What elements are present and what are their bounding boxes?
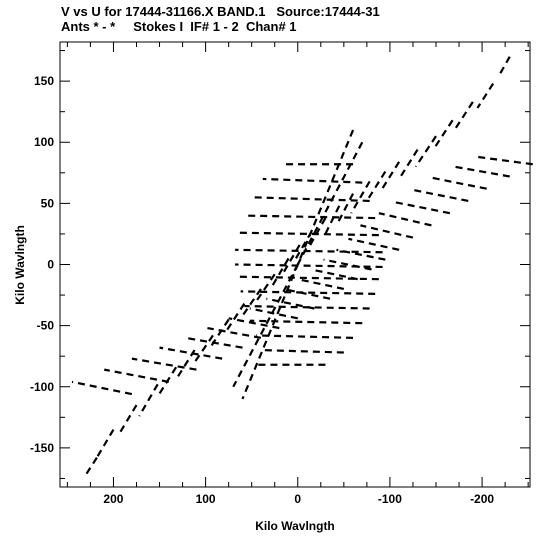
uv-track xyxy=(394,201,451,215)
uv-track xyxy=(476,82,495,109)
uv-track xyxy=(244,304,370,310)
y-axis-title: Kilo Wavlngth xyxy=(13,225,27,305)
y-tick-label: -50 xyxy=(37,319,55,333)
uv-track xyxy=(251,196,370,203)
uv-track xyxy=(235,263,383,269)
uv-track xyxy=(323,258,372,271)
uv-track xyxy=(138,383,159,417)
uv-track xyxy=(249,319,363,325)
x-tick-label: 0 xyxy=(294,492,301,506)
uv-track xyxy=(104,368,169,383)
uv-track xyxy=(271,257,290,288)
uv-track xyxy=(95,428,115,459)
uv-track xyxy=(454,165,510,178)
uv-track xyxy=(238,275,379,281)
chart-title: V vs U for 17444-31166.X BAND.1 Source:1… xyxy=(61,4,380,19)
uv-track xyxy=(348,237,400,251)
uv-track xyxy=(297,278,345,291)
x-tick-label: 200 xyxy=(103,492,123,506)
x-tick-label: -200 xyxy=(470,492,494,506)
uv-track xyxy=(260,348,344,354)
uv-track xyxy=(412,188,469,203)
y-tick-label: 100 xyxy=(34,135,54,149)
uv-track xyxy=(322,205,341,239)
y-tick-label: 150 xyxy=(34,74,54,88)
uv-track xyxy=(378,212,432,227)
uv-track xyxy=(159,346,223,360)
uv-track xyxy=(175,349,196,381)
x-tick-label: -100 xyxy=(378,492,402,506)
axis-ticks: 200 100 0 -100 -200 150 100 50 0 -50 -100 -150 xyxy=(30,42,530,506)
uv-track xyxy=(307,217,327,248)
uv-track xyxy=(71,380,133,396)
uv-track xyxy=(477,155,533,166)
uv-track xyxy=(224,303,246,333)
uv-track xyxy=(228,317,280,330)
uv-track xyxy=(310,268,358,281)
uv-track xyxy=(266,297,315,310)
uv-track xyxy=(256,334,354,339)
chart-subtitle: Ants * - * Stokes I IF# 1 - 2 Chan# 1 xyxy=(61,19,297,34)
uv-track xyxy=(360,224,414,239)
data-marks xyxy=(71,56,533,476)
uv-track xyxy=(235,248,383,254)
uv-track xyxy=(117,404,138,437)
uv-track xyxy=(365,171,387,202)
uv-track xyxy=(431,176,487,190)
uv-track xyxy=(379,161,401,192)
y-tick-label: -100 xyxy=(30,380,54,394)
uv-track xyxy=(193,334,214,363)
uv-track xyxy=(398,148,419,180)
uv-track xyxy=(244,214,376,220)
uv-track xyxy=(255,273,276,302)
uv-track xyxy=(282,287,331,300)
uv-track xyxy=(240,290,376,295)
uv-track xyxy=(453,101,474,131)
uv-track xyxy=(414,135,437,168)
y-tick-label: 50 xyxy=(41,196,55,210)
y-tick-label: 0 xyxy=(47,258,54,272)
uv-track xyxy=(262,177,363,184)
uv-track xyxy=(296,141,364,266)
uv-track xyxy=(185,336,243,349)
x-tick-label: 100 xyxy=(196,492,216,506)
uv-track xyxy=(241,288,262,317)
uv-track xyxy=(241,129,355,400)
uv-track xyxy=(282,244,301,273)
uv-track xyxy=(497,56,511,77)
uv-track xyxy=(335,193,355,226)
uv-track xyxy=(131,357,197,371)
uv-track xyxy=(249,307,298,320)
uv-track xyxy=(433,119,454,149)
x-axis-title: Kilo Wavlngth xyxy=(255,519,335,533)
uv-track xyxy=(84,457,98,476)
uv-track xyxy=(207,326,262,339)
y-tick-label: -150 xyxy=(30,441,54,455)
uv-track xyxy=(350,180,371,214)
